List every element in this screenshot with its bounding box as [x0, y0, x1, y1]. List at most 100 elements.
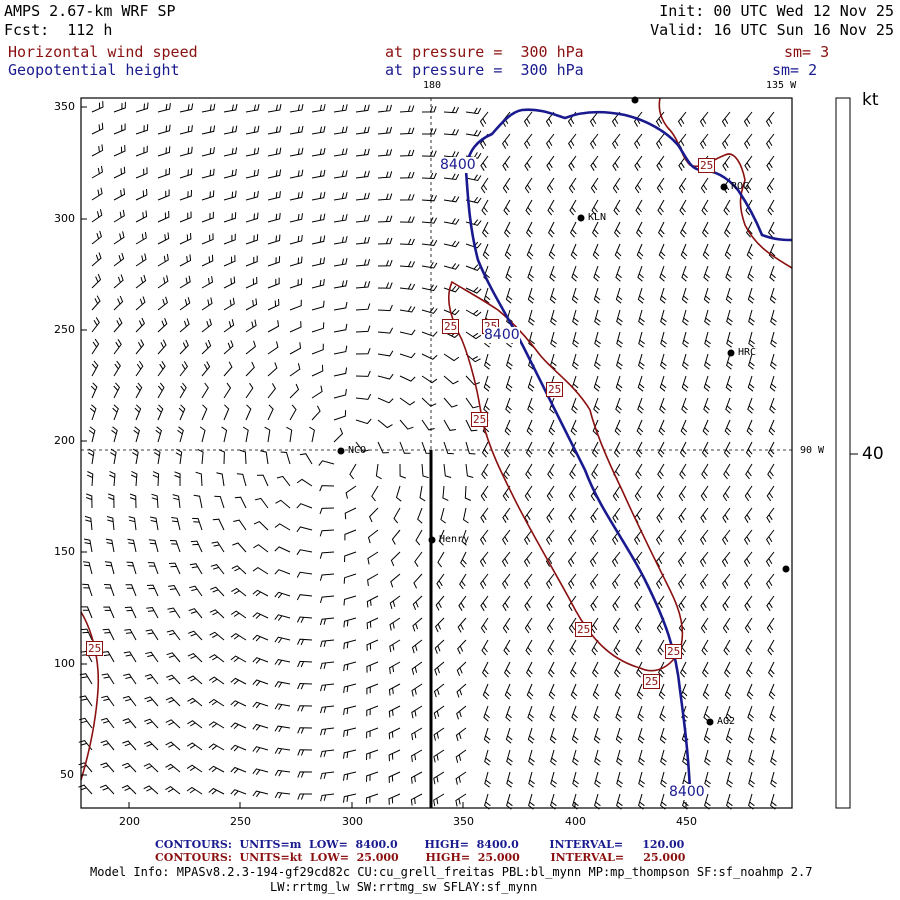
wind-barb	[611, 111, 621, 127]
wind-barb	[143, 763, 159, 773]
wind-barb	[91, 144, 104, 157]
wind-barb	[135, 231, 147, 245]
wind-barb	[113, 101, 126, 113]
wind-barb	[245, 404, 252, 421]
wind-barb	[413, 573, 423, 589]
wind-barb	[528, 309, 535, 326]
wind-barb	[280, 451, 291, 465]
wind-barb	[311, 343, 324, 355]
wind-barb	[157, 167, 170, 179]
wind-barb	[635, 639, 643, 656]
wind-barb	[274, 591, 291, 599]
wind-barb	[747, 287, 755, 304]
wind-barb	[201, 125, 216, 135]
wind-barb	[704, 749, 711, 766]
wind-barb	[201, 168, 215, 179]
wind-barb	[524, 595, 533, 612]
wind-barb	[157, 189, 170, 201]
x-tick-label: 250	[230, 815, 251, 828]
wind-barb	[296, 594, 313, 601]
wind-barb	[614, 661, 621, 678]
wind-barb	[179, 103, 194, 113]
station-label-nco: NCO	[348, 445, 367, 456]
wind-barb	[655, 573, 665, 589]
wind-barb	[146, 584, 159, 597]
valid-time: Valid: 16 UTC Sun 16 Nov 25	[650, 21, 894, 39]
wind-barb	[135, 102, 149, 113]
wind-barb	[571, 705, 578, 722]
wind-barb	[594, 331, 601, 348]
wind-barb	[506, 793, 513, 810]
wind-barb	[569, 463, 577, 480]
wind-barb	[78, 784, 93, 795]
wind-barb	[721, 111, 731, 127]
wind-barb	[504, 419, 512, 436]
wind-barb	[391, 529, 401, 545]
field2-level: at pressure = 300 hPa	[385, 61, 584, 79]
wind-barb	[399, 171, 415, 179]
wind-barb	[289, 321, 302, 333]
wind-barb	[435, 595, 445, 611]
wind-barb	[614, 221, 621, 238]
wind-barb	[297, 771, 313, 778]
wind-barb	[612, 617, 621, 634]
wind-barb	[390, 573, 401, 588]
wind-barb	[501, 133, 511, 149]
wind-barb	[479, 111, 489, 127]
wind-barb	[550, 749, 557, 766]
wind-barb	[187, 675, 203, 685]
wind-barb	[567, 551, 577, 567]
wind-barb	[660, 353, 667, 370]
wind-barb	[545, 133, 555, 149]
wind-barb	[343, 727, 357, 737]
wind-barb	[188, 608, 203, 619]
wind-barb	[699, 573, 709, 589]
wind-barb	[725, 375, 733, 392]
wind-barb	[143, 785, 159, 795]
wind-barb	[88, 426, 96, 443]
wind-barb	[166, 674, 181, 685]
wind-barb	[593, 397, 600, 414]
wind-barb	[320, 749, 335, 758]
wind-barb	[743, 111, 753, 127]
wind-barb	[465, 264, 482, 271]
wind-barb	[433, 793, 445, 807]
wind-barb	[455, 727, 467, 742]
wind-barb	[157, 210, 170, 223]
wind-barb	[223, 340, 234, 355]
wind-barb	[320, 683, 335, 692]
wind-barb	[90, 382, 98, 399]
wind-barb	[252, 634, 269, 642]
wind-barb	[703, 287, 711, 304]
wind-barb	[320, 727, 335, 736]
wind-barb	[296, 503, 313, 509]
legend-bar	[835, 97, 851, 809]
wind-barb	[151, 493, 159, 509]
wind-barb	[612, 595, 621, 612]
wind-barb	[165, 719, 181, 729]
wind-barb	[660, 749, 667, 766]
wind-barb	[593, 705, 600, 722]
wind-barb	[289, 125, 304, 135]
wind-barb	[377, 350, 394, 357]
wind-barb	[245, 382, 254, 399]
wind-barb	[525, 639, 533, 656]
wind-barb	[333, 214, 348, 223]
wind-barb	[223, 404, 230, 421]
wind-barb	[366, 771, 379, 782]
wind-barb	[726, 793, 733, 810]
wind-barb	[482, 661, 489, 678]
wind-barb	[154, 448, 161, 465]
wind-barb	[111, 426, 118, 443]
wind-barb	[355, 192, 370, 201]
wind-barb	[747, 705, 754, 722]
wind-barb	[657, 639, 665, 656]
wind-barb	[179, 339, 189, 355]
wind-barb	[594, 793, 601, 810]
wind-barb	[201, 382, 209, 399]
wind-barb	[615, 705, 622, 722]
wind-barb	[726, 749, 733, 766]
wind-barb	[319, 551, 335, 559]
wind-barb	[289, 234, 303, 245]
wind-barb	[701, 639, 709, 656]
